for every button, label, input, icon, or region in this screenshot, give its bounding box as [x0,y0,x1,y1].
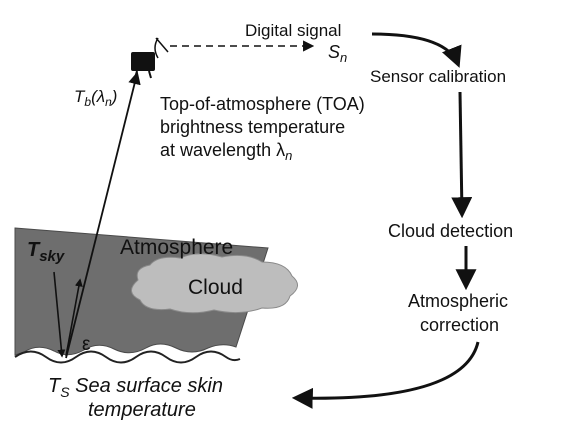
cloud-detection-step: Cloud detection [388,221,513,241]
toa-line-1: Top-of-atmosphere (TOA) [160,94,365,114]
atmospheric-correction-line-1: Atmospheric [408,291,508,311]
correction-to-sst-arrow [291,341,480,409]
sea-surface-line [14,350,241,364]
calibration-to-cloud-arrow [451,91,473,219]
sst-label-line-1: TS Sea surface skin [48,375,223,400]
atmosphere-label: Atmosphere [120,236,233,259]
tb-label: Tb(λn) [74,87,117,109]
atmospheric-correction-line-2: correction [420,315,499,335]
toa-line-3: at wavelength λn [160,140,292,163]
satellite-sensor-icon [131,37,169,79]
emissivity-symbol: ε [82,334,91,355]
tsky-down-arrow [53,271,66,358]
tsky-label: Tsky [27,239,65,265]
cloud-shape [131,253,298,314]
sst-label-line-2: temperature [88,399,196,421]
digital-signal-label: Digital signal [245,21,341,40]
sensor-calibration-step: Sensor calibration [370,67,506,86]
toa-line-2: brightness temperature [160,117,345,137]
reflected-up-arrow [65,278,83,357]
cloud-label: Cloud [188,276,243,299]
signal-to-calibration-arrow [371,32,462,68]
signal-symbol: Sn [328,42,347,65]
surface-to-sensor-arrow [65,71,141,359]
